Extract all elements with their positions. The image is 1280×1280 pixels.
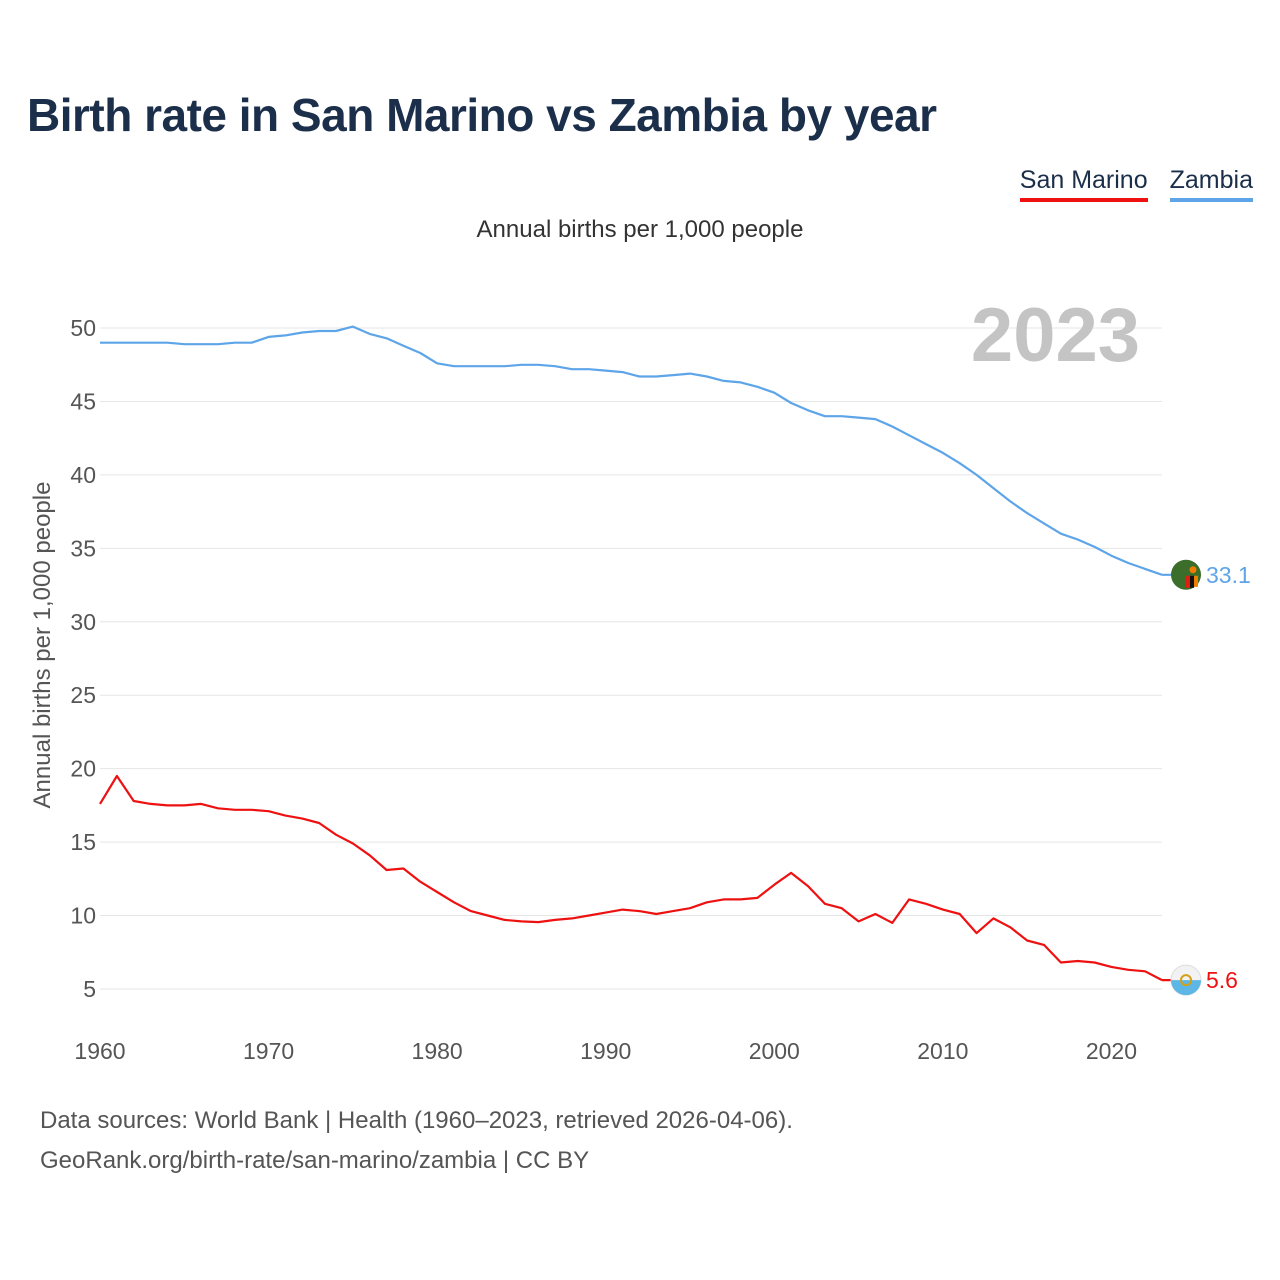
series-line-zambia [100, 325, 1163, 576]
y-tick-label: 15 [70, 829, 96, 855]
flag-lower-half [1171, 980, 1201, 996]
y-tick-label: 10 [70, 903, 96, 929]
y-tick-label: 45 [70, 388, 96, 414]
flag-eagle [1189, 566, 1197, 574]
y-tick-label: 30 [70, 609, 96, 635]
y-tick-label: 25 [70, 682, 96, 708]
chart-title: Birth rate in San Marino vs Zambia by ye… [27, 89, 937, 141]
x-tick-label: 1970 [243, 1038, 294, 1064]
flag-stripe [1186, 575, 1190, 588]
series-line-san-marino [99, 774, 1163, 982]
chart-subtitle: Annual births per 1,000 people [476, 216, 804, 243]
y-axis-label: Annual births per 1,000 people [29, 482, 56, 809]
year-watermark: 2023 [971, 293, 1140, 378]
flag-stripe [1190, 575, 1194, 588]
y-tick-label: 20 [70, 756, 96, 782]
end-value-label-zambia: 33.1 [1206, 562, 1251, 588]
end-value-label-san-marino: 5.6 [1206, 967, 1238, 993]
legend: San Marino Zambia [1019, 166, 1253, 202]
x-tick-label: 2000 [749, 1038, 800, 1064]
source-url: GeoRank.org/birth-rate/san-marino/zambia… [40, 1147, 590, 1174]
y-tick-label: 50 [70, 315, 96, 341]
legend-item-san-marino[interactable]: San Marino [1019, 166, 1148, 202]
data-source-note: Data sources: World Bank | Health (1960–… [40, 1107, 793, 1134]
x-tick-label: 2010 [917, 1038, 968, 1064]
x-tick-label: 1990 [580, 1038, 631, 1064]
flag-marker-san-marino [1170, 964, 1202, 996]
x-tick-label: 1960 [74, 1038, 125, 1064]
flag-stripe [1194, 575, 1198, 587]
legend-item-zambia[interactable]: Zambia [1169, 166, 1253, 202]
y-tick-label: 5 [83, 976, 96, 1002]
y-tick-label: 35 [70, 535, 96, 561]
x-tick-label: 1980 [412, 1038, 463, 1064]
x-tick-label: 2020 [1086, 1038, 1137, 1064]
flag-emblem [1180, 974, 1192, 987]
flag-marker-zambia [1171, 559, 1201, 590]
y-tick-label: 40 [70, 462, 96, 488]
